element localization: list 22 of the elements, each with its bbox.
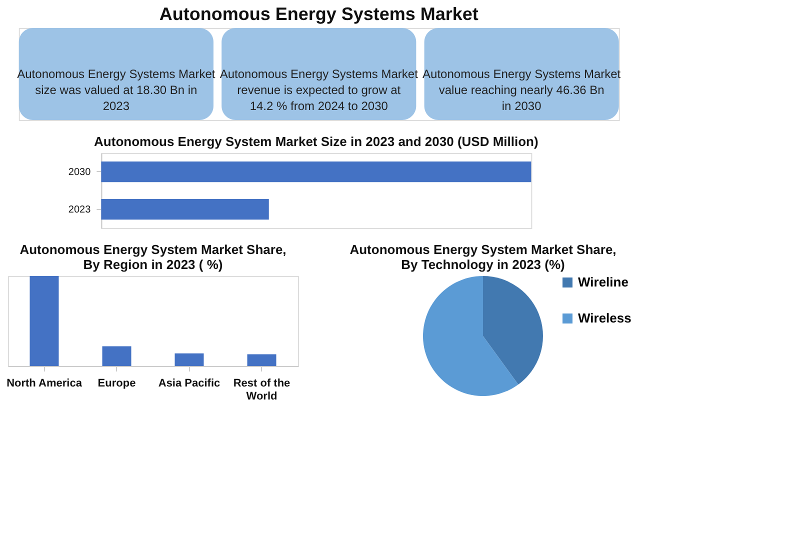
bar [102,346,132,366]
text: Autonomous Energy Systems Market [17,67,216,81]
text: Autonomous Energy Systems Market revenue is expected to grow at 14.2 % from 2024 to 2030 [220,67,419,113]
y-tick-label: 2023 [68,204,92,216]
pie-slice [423,276,518,396]
x-tick-label: Asia Pacific [158,378,220,390]
text: size was valued at 18.30 Bn in 2023 [35,83,198,113]
legend-label: Wireless [578,310,632,326]
x-tick-label: North America [6,378,83,390]
chart-title: Autonomous Energy System Market Share, By Region in 2023 ( %) [20,242,286,272]
x-tick-label: Rest of the World [233,378,290,402]
bar [174,353,204,366]
legend-label: Wireline [578,274,628,290]
text: Autonomous Energy Systems Market value reaching nearly 46.36 Bn in 2030 [422,67,622,113]
chart-title: Autonomous Energy System Market Share, By Technology in 2023 (%) [350,242,616,272]
pie-slice [483,276,543,385]
chart-title: Autonomous Energy Systems Market [159,4,478,24]
y-tick-label: 2030 [68,166,92,178]
x-tick-label: Europe [98,378,136,390]
chart-title: Autonomous Energy System Market Size in 2023 and 2030 (USD Million) [94,134,538,149]
bar [247,354,276,366]
bar [30,276,59,366]
